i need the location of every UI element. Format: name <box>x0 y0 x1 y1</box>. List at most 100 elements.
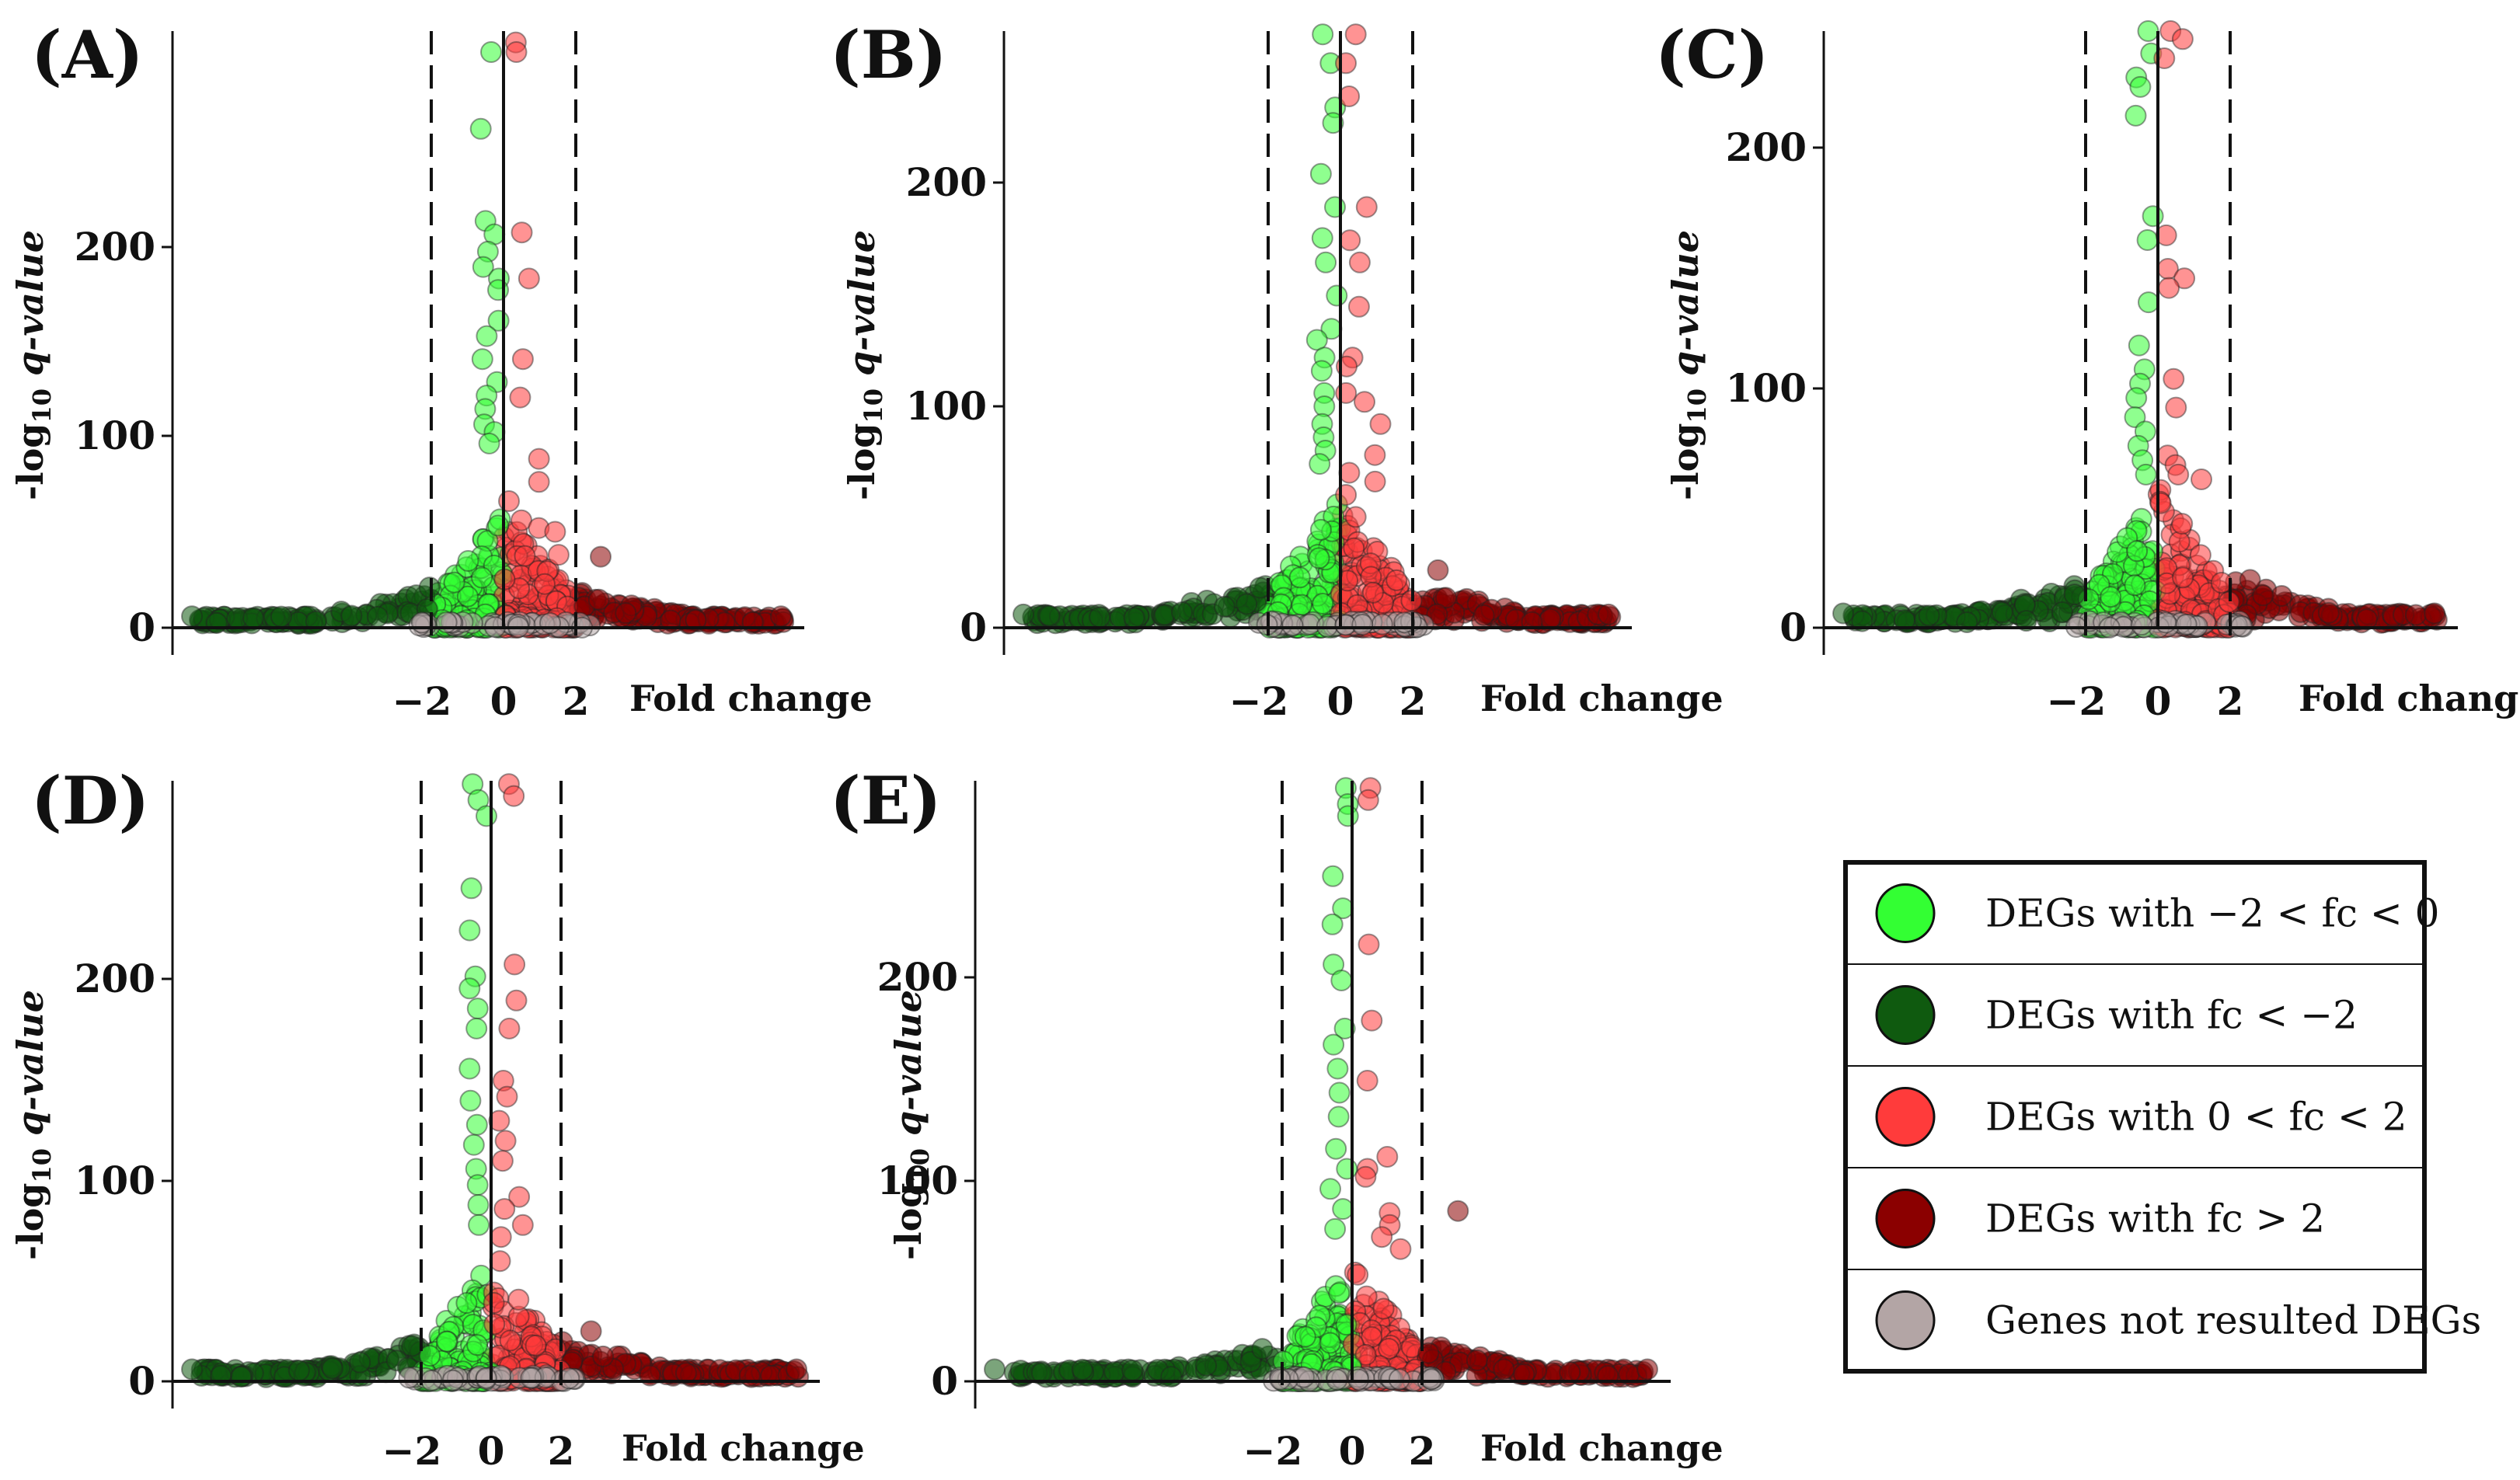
data-point <box>493 1198 516 1221</box>
data-point <box>2271 585 2293 607</box>
y-axis-label: -log10 q-value <box>1664 230 1712 500</box>
data-point <box>1493 1358 1515 1381</box>
x-tick-label: 0 <box>478 1428 505 1474</box>
data-point <box>2131 614 2152 636</box>
x-tick-label: 2 <box>548 1428 575 1474</box>
y-tick-label: 100 <box>75 1158 155 1203</box>
data-point <box>1335 52 1357 75</box>
data-point <box>466 1334 489 1356</box>
data-point <box>1956 611 1978 633</box>
data-point <box>1319 1178 1341 1200</box>
data-point <box>508 577 531 600</box>
data-point <box>2191 468 2212 490</box>
data-point <box>1322 865 1344 887</box>
x-tick-label: 0 <box>1327 678 1354 724</box>
data-point <box>1344 506 1367 528</box>
y-axis-label: -log10 q-value <box>841 230 888 500</box>
data-point <box>480 41 502 63</box>
data-point <box>1309 518 1332 541</box>
data-point <box>2138 291 2159 314</box>
data-point <box>181 605 203 628</box>
data-point <box>459 1089 482 1112</box>
data-point <box>1160 1366 1183 1388</box>
data-point <box>528 447 550 470</box>
y-tick-label: 0 <box>960 604 987 650</box>
legend-label: DEGs with fc < −2 <box>1985 993 2358 1038</box>
data-point <box>1013 603 1034 625</box>
data-point <box>418 576 441 599</box>
y-tick-label: 0 <box>128 604 155 650</box>
data-point <box>205 611 228 634</box>
data-point <box>507 1288 530 1311</box>
data-point <box>1330 970 1353 991</box>
data-point <box>1355 196 1378 218</box>
data-point <box>2189 544 2212 566</box>
data-point <box>2171 513 2194 535</box>
x-tick-label: 2 <box>1409 1428 1436 1474</box>
x-tick-label: −2 <box>382 1428 442 1474</box>
data-point <box>1337 805 1359 827</box>
y-tick-label: 100 <box>1726 365 1807 411</box>
data-point <box>2424 602 2445 625</box>
x-axis-label: Fold change <box>1480 677 1724 719</box>
data-point <box>514 545 536 567</box>
data-point <box>499 1329 521 1352</box>
data-point <box>1597 1365 1619 1387</box>
x-tick-label: −2 <box>392 678 452 724</box>
data-point <box>1338 461 1361 484</box>
data-point <box>2171 28 2194 50</box>
data-point <box>1309 453 1331 475</box>
data-point <box>1348 251 1371 273</box>
x-tick-label: 0 <box>490 678 518 724</box>
data-point <box>1071 1358 1093 1381</box>
data-point <box>1213 595 1236 618</box>
data-point <box>471 566 493 589</box>
data-point <box>580 1320 602 1342</box>
panel-label: (A) <box>31 16 144 93</box>
data-point <box>2126 540 2149 562</box>
data-point <box>2168 531 2191 553</box>
data-point <box>1327 1106 1350 1128</box>
panel-label: (D) <box>31 762 149 839</box>
data-point <box>288 1360 310 1382</box>
data-point <box>2063 583 2086 606</box>
y-axis-label: -log10 q-value <box>9 990 57 1260</box>
data-point <box>465 1017 488 1039</box>
data-point <box>2129 75 2152 98</box>
data-point <box>547 544 570 566</box>
legend-label: DEGs with 0 < fc < 2 <box>1985 1095 2407 1140</box>
x-tick-label: 0 <box>1339 1428 1366 1474</box>
data-point <box>1308 547 1330 569</box>
data-point <box>494 1130 517 1152</box>
data-point <box>478 432 500 454</box>
x-tick-label: 2 <box>563 678 590 724</box>
y-tick-label: 200 <box>75 224 155 270</box>
data-point <box>738 1365 761 1387</box>
data-point <box>505 989 528 1012</box>
x-axis-label: Fold change <box>2299 677 2520 719</box>
data-point <box>1305 329 1328 351</box>
data-point <box>1321 913 1344 935</box>
data-point <box>2175 613 2198 636</box>
data-point <box>1312 23 1334 46</box>
data-point <box>489 1250 511 1273</box>
y-tick-label: 0 <box>1779 604 1807 650</box>
x-tick-label: 0 <box>2145 678 2172 724</box>
data-point <box>487 279 509 301</box>
data-point <box>2317 601 2340 624</box>
data-point <box>1559 1361 1581 1384</box>
data-point <box>1356 1070 1379 1092</box>
data-point <box>1251 1338 1274 1360</box>
data-point <box>2172 566 2194 589</box>
data-point <box>321 1357 343 1380</box>
data-point <box>1324 1217 1347 1240</box>
y-tick-label: 200 <box>906 159 987 205</box>
data-point <box>456 585 479 608</box>
data-point <box>455 1292 478 1315</box>
data-point <box>1636 1358 1658 1381</box>
data-point <box>1361 1009 1383 1032</box>
data-point <box>615 602 637 625</box>
x-axis-label: Fold change <box>629 677 873 719</box>
